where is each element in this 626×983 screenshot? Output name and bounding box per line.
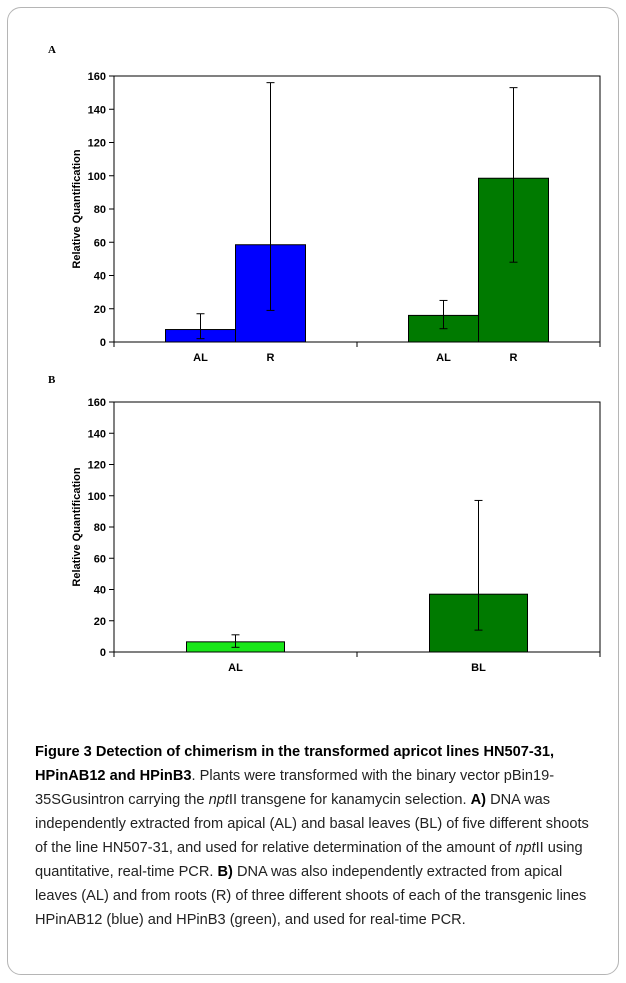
panel-b-label: B (48, 374, 56, 386)
caption-segment: DNA was independently extracted from api… (35, 792, 589, 856)
chart-a-y-tick-label: 100 (88, 171, 106, 183)
chart-b-x-tick-label: AL (228, 662, 243, 674)
figure-caption: Figure 3 Detection of chimerism in the t… (35, 740, 605, 932)
chart-b-y-tick-label: 60 (94, 553, 106, 565)
panel-a-label: A (48, 44, 56, 56)
caption-segment: . Plants were transformed with the binar… (35, 768, 555, 808)
caption-segment: A) (470, 792, 487, 808)
figure-frame (7, 7, 619, 975)
chart-a-y-tick-label: 20 (94, 304, 106, 316)
chart-a-y-tick-label: 40 (94, 271, 106, 283)
chart-b-y-tick-label: 80 (94, 522, 106, 534)
chart-a-x-tick-label: AL (436, 352, 451, 364)
chart-a-x-tick-label: R (510, 352, 518, 364)
chart-b-y-tick-label: 120 (88, 460, 106, 472)
chart-a-y-axis-label: Relative Quantification (71, 149, 83, 268)
chart-a-x-tick-label: AL (193, 352, 208, 364)
chart-b-y-tick-label: 160 (88, 397, 106, 409)
caption-segment: npt (208, 792, 229, 808)
chart-b-y-axis-label: Relative Quantification (71, 467, 83, 586)
chart-b-y-tick-label: 0 (100, 647, 106, 659)
caption-segment: B) (217, 864, 233, 880)
chart-a-y-tick-label: 120 (88, 138, 106, 150)
chart-b-x-tick-label: BL (471, 662, 486, 674)
chart-a-y-tick-label: 140 (88, 104, 106, 116)
chart-b-y-tick-label: 20 (94, 616, 106, 628)
chart-b-y-tick-label: 100 (88, 491, 106, 503)
chart-b-y-tick-label: 40 (94, 585, 106, 597)
caption-segment: II transgene for kanamycin selection. (228, 792, 471, 808)
chart-b-y-tick-label: 140 (88, 428, 106, 440)
caption-title: Figure 3 Detection of chimerism in the t… (35, 744, 555, 784)
chart-a-y-tick-label: 60 (94, 237, 106, 249)
chart-a-y-tick-label: 0 (100, 337, 106, 349)
caption-segment: npt (515, 840, 536, 856)
chart-a-x-tick-label: R (267, 352, 275, 364)
caption-segment: II using quantitative, real-time PCR. (35, 840, 583, 880)
chart-a-y-tick-label: 160 (88, 71, 106, 83)
chart-a-y-tick-label: 80 (94, 204, 106, 216)
caption-segment: DNA was also independently extracted fro… (35, 864, 587, 928)
caption-body: . Plants were transformed with the binar… (35, 768, 589, 928)
